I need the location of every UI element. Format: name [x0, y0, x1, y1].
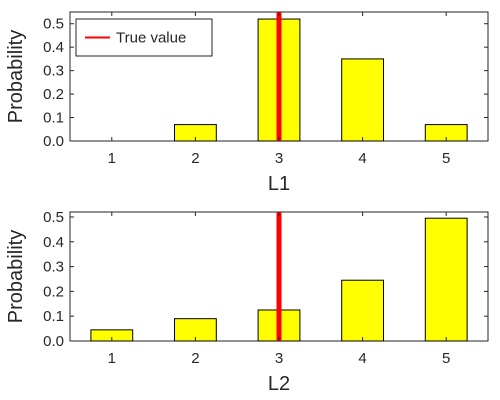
x-tick-label: 2 — [191, 150, 199, 167]
x-axis-label: L2 — [268, 373, 290, 395]
x-tick-label: 3 — [275, 350, 283, 367]
legend-label: True value — [116, 30, 186, 47]
chart-panel-2: 1 2 3 4 5 0.0 0.1 0.2 0.3 0.4 0.5 L2 Probability — [5, 209, 489, 395]
x-tick-label: 1 — [108, 150, 116, 167]
y-axis-label: Probability — [5, 30, 27, 123]
x-tick-label: 5 — [442, 350, 450, 367]
legend-box — [75, 18, 213, 57]
y-tick-label: 0.4 — [43, 234, 64, 251]
x-axis-label: L1 — [268, 173, 290, 195]
bar-4 — [341, 58, 385, 142]
y-tick-label: 0.0 — [43, 333, 64, 350]
x-tick-label: 2 — [191, 350, 199, 367]
bar-4 — [341, 279, 385, 342]
y-tick-label: 0.3 — [43, 63, 64, 80]
x-tick-label: 3 — [275, 150, 283, 167]
y-tick-label: 0.2 — [43, 86, 64, 103]
y-tick-label: 0.4 — [43, 39, 64, 56]
y-tick-label: 0.5 — [43, 209, 64, 226]
y-tick-label: 0.5 — [43, 16, 64, 33]
y-tick-label: 0.3 — [43, 259, 64, 276]
y-tick-label: 0.1 — [43, 110, 64, 127]
y-tick-label: 0.1 — [43, 308, 64, 325]
x-tick-label: 4 — [358, 150, 366, 167]
y-tick-label: 0.2 — [43, 283, 64, 300]
legend: True value — [75, 18, 213, 57]
y-axis-label: Probability — [5, 230, 27, 323]
x-tick-label: 1 — [108, 350, 116, 367]
bar-5 — [424, 217, 468, 342]
y-tick-label: 0.0 — [43, 133, 64, 150]
x-tick-label: 4 — [358, 350, 366, 367]
chart-panel-1: 1 2 3 4 5 0.0 0.1 0.2 0.3 0.4 0.5 L1 Probability True… — [5, 11, 489, 195]
x-tick-label: 5 — [442, 150, 450, 167]
